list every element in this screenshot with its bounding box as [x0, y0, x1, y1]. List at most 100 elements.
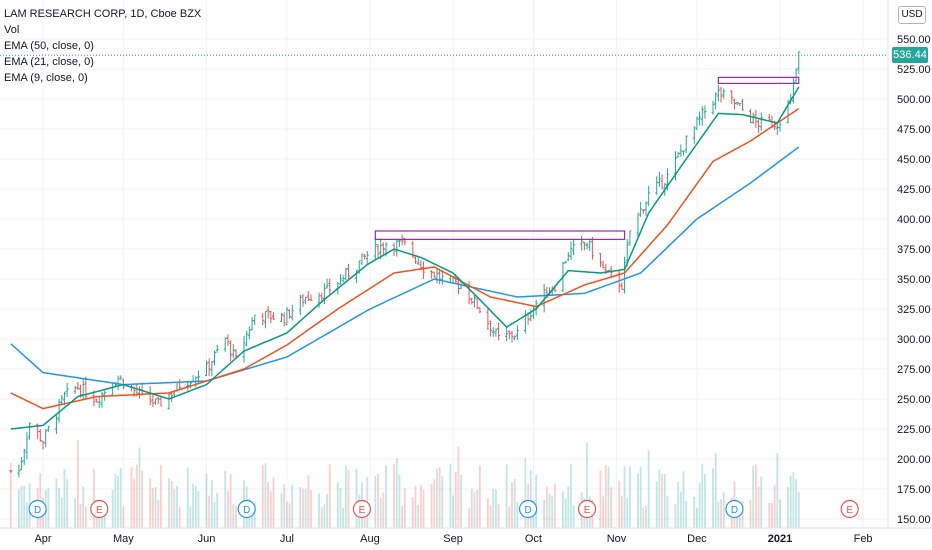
volume-bar [586, 442, 588, 528]
earnings-marker[interactable]: E [352, 499, 372, 519]
dividend-marker[interactable]: D [518, 499, 538, 519]
volume-bar [320, 507, 323, 528]
indicator-ema-9[interactable]: EMA (9, close, 0) [4, 72, 88, 84]
event-label: E [359, 505, 366, 516]
volume-bar [328, 464, 331, 528]
time-tick-label: Feb [854, 533, 873, 545]
volume-bar [505, 464, 508, 528]
volume-bar [795, 479, 797, 528]
volume-bar [210, 480, 213, 528]
volume-bar [430, 484, 433, 528]
price-tick-label: 550.00 [897, 34, 931, 46]
dividend-marker[interactable]: D [28, 499, 47, 519]
ema-9-line [10, 86, 800, 430]
volume-bar [76, 439, 79, 528]
price-tick-label: 250.00 [897, 394, 931, 406]
volume-bar [714, 453, 717, 528]
volume-bar [720, 499, 722, 528]
volume-bar [310, 490, 312, 528]
time-tick-label: May [113, 533, 134, 545]
volume-bar [460, 475, 462, 528]
volume-bar [712, 468, 714, 528]
event-label: E [96, 505, 103, 516]
price-tick-label: 425.00 [897, 184, 931, 196]
volume-bar [285, 501, 288, 528]
earnings-marker[interactable]: E [840, 499, 859, 519]
volume-bar [111, 489, 114, 528]
price-tick-label: 300.00 [897, 334, 931, 346]
time-tick-label: Nov [607, 533, 627, 545]
volume-bar [626, 497, 629, 528]
volume-bar [82, 486, 85, 528]
volume-bar [779, 499, 781, 528]
volume-bar [157, 500, 160, 528]
indicator-ema-21[interactable]: EMA (21, close, 0) [4, 56, 94, 68]
volume-bar [133, 478, 136, 528]
volume-bar [419, 485, 422, 528]
volume-bar [355, 468, 358, 528]
volume-bar [186, 467, 189, 528]
volume-bar [489, 504, 492, 528]
volume-bar [122, 506, 125, 528]
volume-bar [178, 506, 181, 528]
volume-bar [454, 472, 457, 528]
volume-bar [401, 506, 404, 528]
event-label: D [243, 505, 250, 516]
volume-bar [398, 474, 401, 528]
volume-bar [216, 492, 219, 528]
volume-bar [154, 486, 157, 528]
volume-bar [422, 489, 425, 528]
event-circle [577, 499, 597, 519]
time-axis: Apr May Jun Jul Aug Sep Oct Nov Dec 2021 Feb [34, 533, 872, 545]
volume-bar [789, 475, 792, 528]
volume-bar [173, 489, 176, 528]
volume-bar [382, 492, 385, 528]
indicator-vol[interactable]: Vol [4, 24, 20, 36]
volume-bar [74, 498, 77, 528]
volume-bar [610, 487, 613, 528]
time-tick-label: Dec [687, 533, 707, 545]
price-tick-label: 275.00 [897, 364, 931, 376]
volume-bar [701, 463, 704, 528]
dividend-marker[interactable]: D [725, 499, 744, 519]
volume-bar [114, 473, 117, 528]
volume-bar [253, 503, 256, 528]
resistance-boxes [374, 76, 800, 240]
volume-bar [749, 499, 752, 528]
volume-bar [347, 470, 350, 528]
volume-bar [516, 501, 519, 528]
volume-bar [645, 505, 647, 528]
currency-button[interactable]: USD [898, 6, 926, 24]
volume-bar [267, 482, 270, 528]
event-label: D [731, 505, 738, 516]
volume-bar [119, 468, 122, 528]
dividend-marker[interactable]: D [237, 499, 256, 519]
volume-bar [768, 503, 771, 528]
volume-bar [604, 465, 607, 528]
volume-bar [414, 486, 417, 528]
volume-bar [264, 463, 267, 528]
price-tick-label: 225.00 [897, 424, 931, 436]
volume-bar [629, 466, 631, 528]
volume-bar [679, 491, 682, 528]
volume-bar [623, 465, 626, 528]
volume-bar [411, 497, 414, 528]
volume-bar [235, 505, 237, 528]
event-label: D [34, 505, 41, 516]
price-tick-label: 325.00 [897, 304, 931, 316]
volume-bar [704, 474, 706, 528]
volume-bar [283, 484, 286, 528]
earnings-marker[interactable]: E [577, 499, 597, 519]
time-tick-label: 2021 [768, 533, 792, 545]
volume-bar [535, 474, 538, 528]
volume-bar [149, 478, 152, 528]
volume-bar [304, 489, 307, 528]
symbol-title[interactable]: LAM RESEARCH CORP, 1D, Cboe BZX [4, 8, 202, 20]
indicator-ema-50[interactable]: EMA (50, close, 0) [4, 40, 94, 52]
event-circle [518, 499, 538, 519]
volume-bar [693, 497, 696, 528]
volume-bar [336, 482, 339, 528]
volume-bar [562, 491, 564, 528]
earnings-marker[interactable]: E [90, 499, 109, 519]
